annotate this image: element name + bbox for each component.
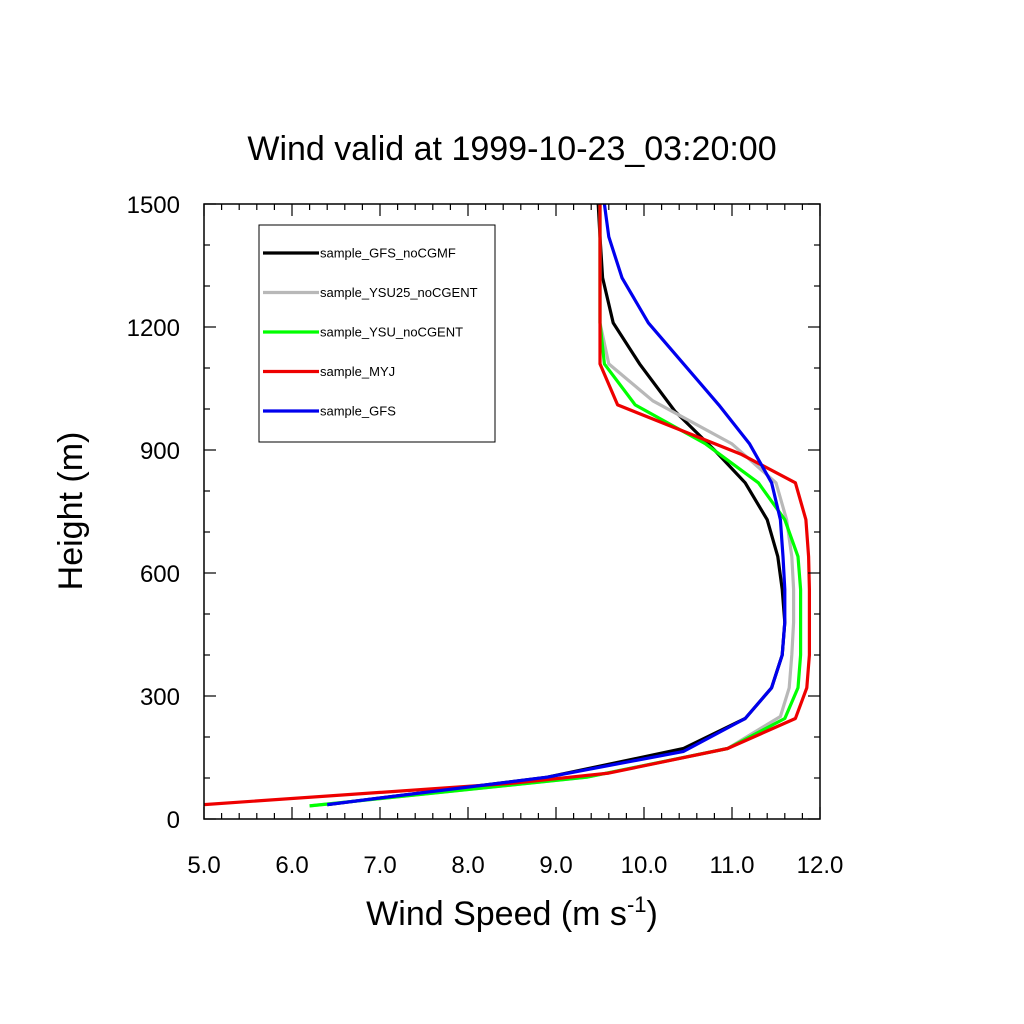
series-line-sample-gfs xyxy=(327,203,787,807)
x-axis-label: Wind Speed (m s-1) xyxy=(366,892,658,933)
x-tick-label: 11.0 xyxy=(710,852,755,879)
legend-label: sample_YSU25_noCGENT xyxy=(320,285,478,300)
x-tick-label: 7.0 xyxy=(363,852,396,879)
x-axis-label-superscript: -1 xyxy=(627,892,647,917)
y-tick-label: 1500 xyxy=(127,192,180,219)
x-tick-label: 9.0 xyxy=(539,852,572,879)
legend-label: sample_GFS xyxy=(320,404,396,419)
plot-frame xyxy=(203,203,821,820)
x-tick-label: 12.0 xyxy=(797,852,844,879)
legend: sample_GFS_noCGMF sample_YSU25_noCGENTsam… xyxy=(258,224,496,443)
x-tick-label: 8.0 xyxy=(451,852,484,879)
tick-labels-layer: 5.0 6.0 7.0 8.0 9.0 10.0 11.0 12.0 0 300 600 900 120… xyxy=(127,192,844,879)
y-tick-label: 600 xyxy=(140,561,180,588)
legend-label: sample_YSU_noCGENT xyxy=(320,325,463,340)
legend-label: sample_MYJ xyxy=(320,364,395,379)
y-tick-label: 300 xyxy=(140,684,180,711)
series-layer xyxy=(203,203,811,808)
x-tick-label: 6.0 xyxy=(275,852,308,879)
series-line-sample-myj xyxy=(203,204,811,807)
y-tick-label: 1200 xyxy=(127,315,180,342)
chart-title: Wind valid at 1999-10-23_03:20:00 xyxy=(247,130,776,168)
x-tick-label: 5.0 xyxy=(187,852,220,879)
y-tick-label: 900 xyxy=(140,438,180,465)
y-tick-label: 0 xyxy=(167,807,180,834)
y-axis-label: Height (m) xyxy=(52,432,90,591)
x-tick-label: 10.0 xyxy=(621,852,668,879)
legend-label: sample_GFS_noCGMF xyxy=(320,246,456,261)
